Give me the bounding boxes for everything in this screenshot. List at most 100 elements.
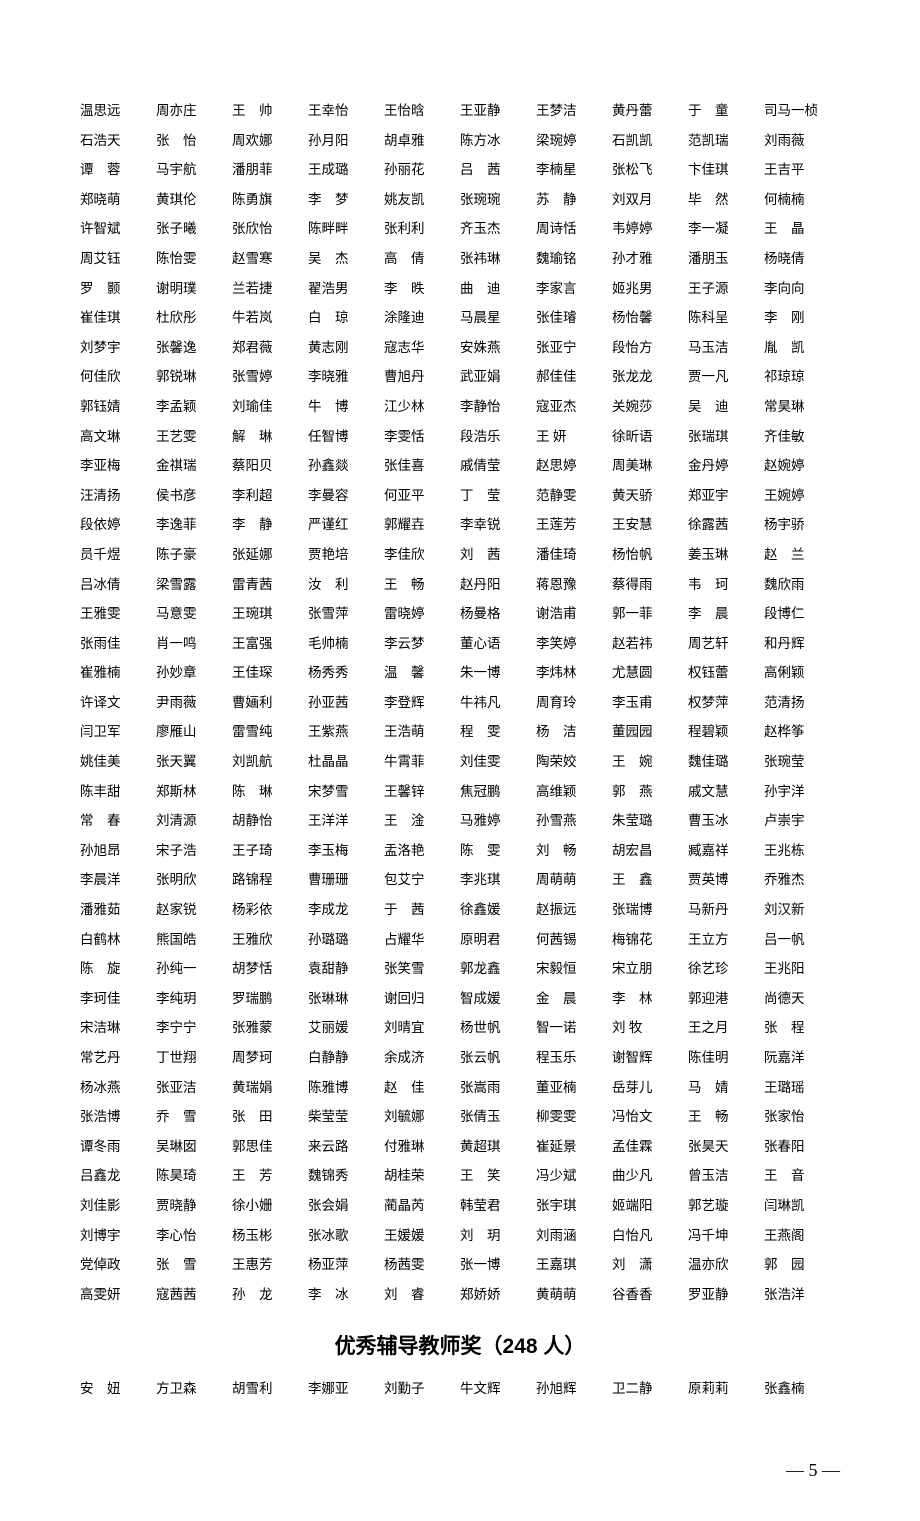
name-cell: 孙 龙 (232, 1284, 308, 1306)
name-cell: 谷香香 (612, 1284, 688, 1306)
name-cell: 李 刚 (764, 307, 840, 329)
name-cell: 李佳欣 (384, 544, 460, 566)
name-cell: 段浩乐 (460, 426, 536, 448)
name-cell: 杜晶晶 (308, 751, 384, 773)
name-cell: 王 鑫 (612, 869, 688, 891)
name-cell: 王兆栋 (764, 840, 840, 862)
name-cell: 谢智辉 (612, 1047, 688, 1069)
name-cell: 牛若岚 (232, 307, 308, 329)
name-cell: 黄丹蕾 (612, 100, 688, 122)
name-cell: 曲少凡 (612, 1165, 688, 1187)
name-cell: 毛帅楠 (308, 633, 384, 655)
name-cell: 王琬琪 (232, 603, 308, 625)
name-cell: 柳雯雯 (536, 1106, 612, 1128)
name-cell: 孙璐璐 (308, 929, 384, 951)
teacher-name-cell: 安 妞 (80, 1378, 156, 1400)
name-cell: 宋立朋 (612, 958, 688, 980)
name-cell: 刘清源 (156, 810, 232, 832)
name-cell: 阮嘉洋 (764, 1047, 840, 1069)
name-cell: 刘毓娜 (384, 1106, 460, 1128)
name-cell: 王媛媛 (384, 1225, 460, 1247)
name-cell: 王吉平 (764, 159, 840, 181)
name-cell: 卢崇宇 (764, 810, 840, 832)
name-cell: 李向向 (764, 278, 840, 300)
name-cell: 陈雅博 (308, 1077, 384, 1099)
name-cell: 李纯玥 (156, 988, 232, 1010)
name-cell: 王 畅 (384, 574, 460, 596)
name-cell: 孙才雅 (612, 248, 688, 270)
name-cell: 常 春 (80, 810, 156, 832)
name-cell: 权钰蕾 (688, 662, 764, 684)
name-cell: 曲 迪 (460, 278, 536, 300)
name-cell: 占耀华 (384, 929, 460, 951)
name-cell: 王 音 (764, 1165, 840, 1187)
name-cell: 曹玉冰 (688, 810, 764, 832)
name-cell: 郝佳佳 (536, 366, 612, 388)
name-cell: 齐佳敏 (764, 426, 840, 448)
name-cell: 郭艺璇 (688, 1195, 764, 1217)
name-cell: 王 晶 (764, 218, 840, 240)
name-cell: 刘汉新 (764, 899, 840, 921)
teacher-name-cell: 刘勤子 (384, 1378, 460, 1400)
name-cell: 范凯瑞 (688, 130, 764, 152)
name-cell: 张会娟 (308, 1195, 384, 1217)
name-cell: 郭龙鑫 (460, 958, 536, 980)
name-cell: 高俐颖 (764, 662, 840, 684)
name-cell: 黄琪伦 (156, 189, 232, 211)
name-cell: 刘晴宜 (384, 1017, 460, 1039)
name-cell: 乔雅杰 (764, 869, 840, 891)
name-cell: 闫琳凯 (764, 1195, 840, 1217)
name-cell: 姚佳美 (80, 751, 156, 773)
name-cell: 张琳琳 (308, 988, 384, 1010)
name-cell: 赵思婷 (536, 455, 612, 477)
name-cell: 杨冰燕 (80, 1077, 156, 1099)
name-cell: 寇志华 (384, 337, 460, 359)
name-cell: 周诗恬 (536, 218, 612, 240)
name-cell: 王梦洁 (536, 100, 612, 122)
name-cell: 谢回归 (384, 988, 460, 1010)
name-cell: 吴 迪 (688, 396, 764, 418)
name-cell: 艾丽媛 (308, 1017, 384, 1039)
name-cell: 袁甜静 (308, 958, 384, 980)
name-cell: 冯少斌 (536, 1165, 612, 1187)
name-cell: 刘 畅 (536, 840, 612, 862)
name-cell: 姚友凯 (384, 189, 460, 211)
name-cell: 周欢娜 (232, 130, 308, 152)
name-cell: 谭冬雨 (80, 1136, 156, 1158)
name-cell: 张家怡 (764, 1106, 840, 1128)
name-cell: 张春阳 (764, 1136, 840, 1158)
name-cell: 张欣怡 (232, 218, 308, 240)
name-cell: 李孟颖 (156, 396, 232, 418)
name-cell: 郑亚宇 (688, 485, 764, 507)
name-cell: 石浩天 (80, 130, 156, 152)
name-cell: 赵 兰 (764, 544, 840, 566)
name-cell: 牛祎凡 (460, 692, 536, 714)
name-cell: 陈科呈 (688, 307, 764, 329)
name-cell: 郭一菲 (612, 603, 688, 625)
name-cell: 程玉乐 (536, 1047, 612, 1069)
name-cell: 苏 静 (536, 189, 612, 211)
name-cell: 孟佳霖 (612, 1136, 688, 1158)
name-cell: 关婉莎 (612, 396, 688, 418)
name-cell: 王幸怡 (308, 100, 384, 122)
name-cell: 段依婷 (80, 514, 156, 536)
name-cell: 来云路 (308, 1136, 384, 1158)
name-cell: 王雅雯 (80, 603, 156, 625)
name-cell: 李一凝 (688, 218, 764, 240)
name-cell: 郑娇娇 (460, 1284, 536, 1306)
name-cell: 贾一凡 (688, 366, 764, 388)
name-cell: 李 林 (612, 988, 688, 1010)
name-cell: 何楠楠 (764, 189, 840, 211)
name-cell: 李 静 (232, 514, 308, 536)
name-cell: 王 笑 (460, 1165, 536, 1187)
name-cell: 卞佳琪 (688, 159, 764, 181)
teacher-name-cell: 原莉莉 (688, 1378, 764, 1400)
name-cell: 黄萌萌 (536, 1284, 612, 1306)
name-cell: 吴 杰 (308, 248, 384, 270)
name-cell: 吕 茜 (460, 159, 536, 181)
name-cell: 谢明璞 (156, 278, 232, 300)
name-cell: 杨彩依 (232, 899, 308, 921)
name-cell: 张亚洁 (156, 1077, 232, 1099)
name-cell: 张雪婷 (232, 366, 308, 388)
name-cell: 李珂佳 (80, 988, 156, 1010)
